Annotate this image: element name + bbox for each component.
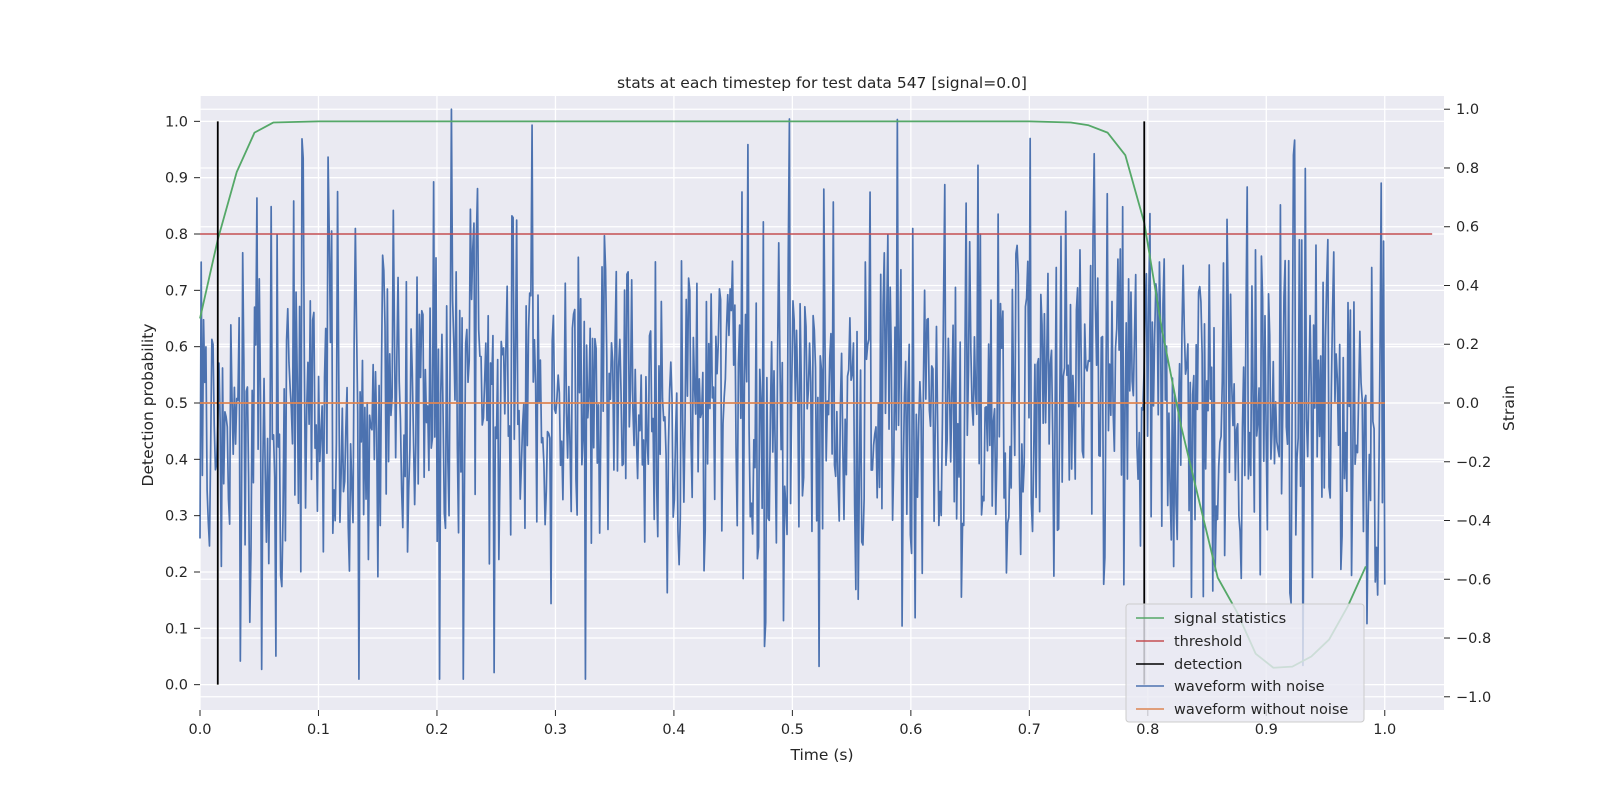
y-tick-label: 0.3 <box>165 509 188 525</box>
y-tick-label: 0.2 <box>165 565 188 581</box>
x-tick-label: 0.1 <box>307 722 330 738</box>
y-tick-label: 0.0 <box>165 678 188 694</box>
legend-label-threshold: threshold <box>1174 634 1242 650</box>
y2-tick-label: 0.2 <box>1456 337 1479 353</box>
x-tick-label: 0.0 <box>188 722 211 738</box>
x-tick-label: 0.3 <box>544 722 567 738</box>
y2-tick-label: −0.4 <box>1456 514 1491 530</box>
y2-tick-label: 0.6 <box>1456 220 1479 236</box>
x-tick-label: 0.9 <box>1255 722 1278 738</box>
x-tick-label: 0.6 <box>899 722 922 738</box>
y2-tick-label: −0.8 <box>1456 631 1491 647</box>
y-tick-label: 1.0 <box>165 114 188 130</box>
legend-label-detection: detection <box>1174 657 1242 673</box>
y-tick-label: 0.5 <box>165 396 188 412</box>
x-axis-label: Time (s) <box>789 746 853 764</box>
x-tick-label: 0.2 <box>425 722 448 738</box>
y-tick-label: 0.6 <box>165 340 188 356</box>
y2-tick-label: 0.8 <box>1456 161 1479 177</box>
right-axis-ticks: −1.0 −0.8 −0.6 −0.4 −0.2 0.0 0.2 0.4 0.6 0.8 1.0 <box>1444 102 1491 706</box>
y2-tick-label: 1.0 <box>1456 102 1479 118</box>
x-tick-label: 1.0 <box>1373 722 1396 738</box>
y-tick-label: 0.9 <box>165 171 188 187</box>
series-layer <box>199 108 1433 685</box>
y2-tick-label: −1.0 <box>1456 690 1491 706</box>
left-axis-ticks: 0.0 0.1 0.2 0.3 0.4 0.5 0.6 0.7 0.8 0.9 1.0 <box>165 114 200 694</box>
y2-tick-label: 0.0 <box>1456 396 1479 412</box>
legend-label-signal-statistics: signal statistics <box>1174 611 1286 627</box>
y-axis-label: Detection probability <box>139 324 157 487</box>
y2-tick-label: −0.2 <box>1456 455 1491 471</box>
x-tick-label: 0.8 <box>1136 722 1159 738</box>
series-waveform-with-noise <box>199 108 1386 680</box>
y-tick-label: 0.8 <box>165 227 188 243</box>
x-tick-label: 0.4 <box>662 722 685 738</box>
legend-label-waveform-without-noise: waveform without noise <box>1174 702 1348 718</box>
chart-title: stats at each timestep for test data 547… <box>617 74 1027 92</box>
y-tick-label: 0.7 <box>165 283 188 299</box>
legend: signal statistics threshold detection wa… <box>1125 603 1365 723</box>
y2-tick-label: 0.4 <box>1456 278 1479 294</box>
y2-axis-label: Strain <box>1500 385 1518 431</box>
x-tick-label: 0.7 <box>1018 722 1041 738</box>
x-tick-label: 0.5 <box>781 722 804 738</box>
y2-tick-label: −0.6 <box>1456 572 1491 588</box>
legend-box <box>1125 603 1365 723</box>
legend-label-waveform-with-noise: waveform with noise <box>1174 679 1325 695</box>
y-tick-label: 0.1 <box>165 621 188 637</box>
y-tick-label: 0.4 <box>165 452 188 468</box>
